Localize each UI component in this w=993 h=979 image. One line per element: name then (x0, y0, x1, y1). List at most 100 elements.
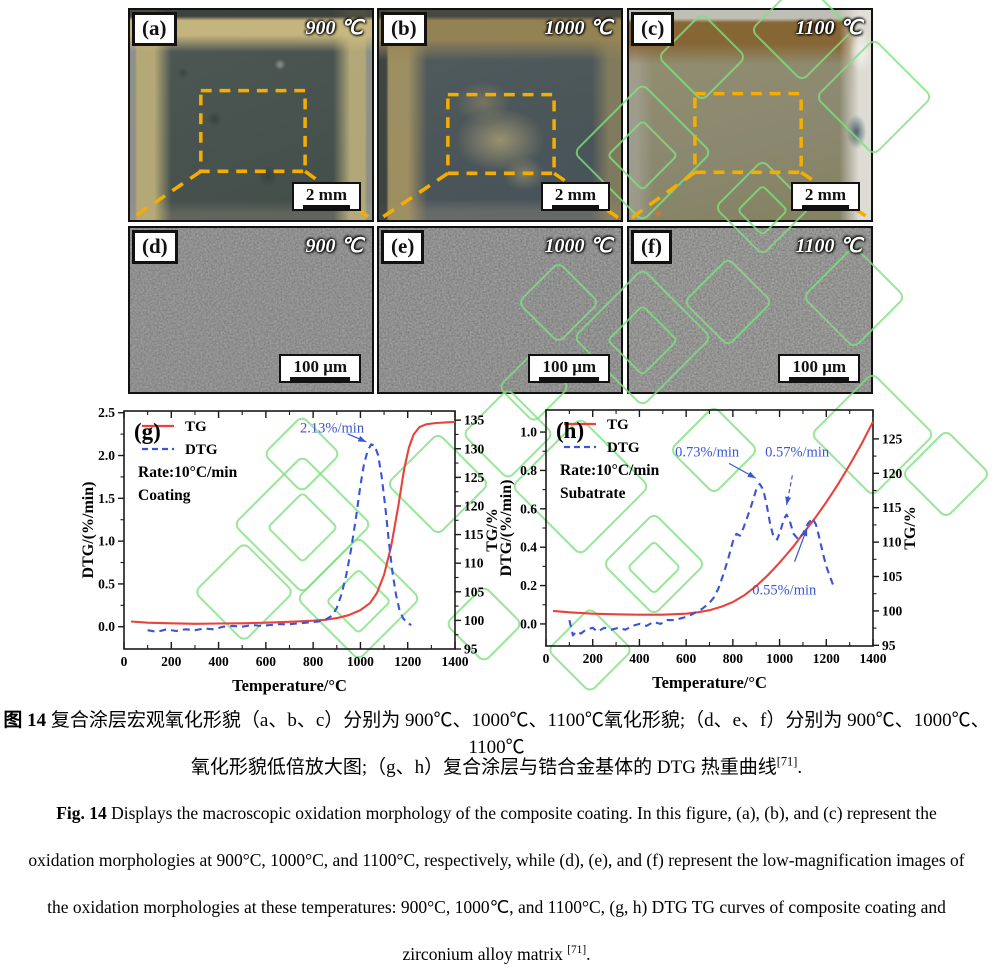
svg-text:0.0: 0.0 (520, 616, 537, 631)
svg-text:Subatrate: Subatrate (560, 485, 626, 502)
caption-cn-figure-label: 图 14 (3, 710, 47, 731)
svg-text:DTG: DTG (185, 442, 218, 458)
svg-text:DTG/(%/min): DTG/(%/min) (498, 480, 515, 577)
svg-text:1.0: 1.0 (98, 534, 115, 549)
scale-bar-label: 100 μm (539, 357, 599, 381)
svg-text:100: 100 (464, 613, 485, 628)
photo-panel-b: (b) 1000 ℃ 2 mm (377, 8, 623, 222)
svg-text:1.0: 1.0 (520, 425, 537, 440)
svg-text:2.13%/min: 2.13%/min (300, 420, 365, 436)
caption-en-text1: Displays the macroscopic oxidation morph… (106, 803, 937, 823)
svg-text:115: 115 (464, 527, 484, 542)
scale-bar: 100 μm (778, 354, 860, 383)
svg-text:Coating: Coating (138, 487, 191, 504)
temperature-label: 1000 ℃ (544, 17, 612, 39)
svg-text:135: 135 (464, 413, 485, 428)
caption-cn-tail: . (797, 757, 803, 778)
svg-text:TG: TG (185, 419, 207, 435)
caption-en-ref: [71] (567, 944, 587, 957)
svg-text:95: 95 (882, 638, 896, 653)
scale-bar: 2 mm (790, 182, 860, 211)
svg-text:1.5: 1.5 (98, 491, 115, 506)
series-dtg (568, 482, 835, 637)
svg-text:DTG/(%/min): DTG/(%/min) (80, 482, 97, 579)
series-tg (552, 421, 874, 616)
svg-text:110: 110 (464, 556, 484, 571)
svg-text:600: 600 (256, 654, 277, 669)
caption-en-text2: oxidation morphologies at 900°C, 1000°C,… (28, 850, 965, 870)
caption-cn-text2: 氧化形貌低倍放大图;（g、h）复合涂层与锆合金基体的 DTG 热重曲线 (190, 757, 777, 778)
temperature-label: 900 ℃ (305, 235, 363, 257)
magnifier-overlay (380, 92, 620, 220)
scale-bar: 100 μm (528, 354, 610, 383)
svg-text:2.0: 2.0 (98, 448, 115, 463)
panel-label: (c) (631, 12, 675, 46)
svg-text:TG/%: TG/% (484, 508, 501, 552)
svg-text:DTG: DTG (607, 440, 640, 456)
caption-cn-line1: 图 14 复合涂层宏观氧化形貌（a、b、c）分别为 900℃、1000℃、110… (0, 705, 993, 759)
svg-text:TG/%: TG/% (902, 506, 919, 550)
svg-text:Rate:10°C/min: Rate:10°C/min (138, 464, 238, 481)
temperature-label: 1100 ℃ (795, 17, 862, 39)
series-tg (131, 420, 456, 625)
panel-label: (b) (381, 12, 427, 46)
svg-text:120: 120 (882, 466, 903, 481)
svg-text:600: 600 (676, 651, 697, 666)
scale-bar-label: 2 mm (551, 185, 599, 209)
panel-label: (f) (631, 230, 672, 264)
temperature-label: 1100 ℃ (795, 235, 862, 257)
svg-text:2.5: 2.5 (98, 405, 115, 420)
temperature-label: 1000 ℃ (544, 235, 612, 257)
svg-text:105: 105 (464, 584, 485, 599)
svg-text:0.2: 0.2 (520, 578, 537, 593)
svg-text:200: 200 (161, 654, 182, 669)
caption-en-text4: zirconium alloy matrix (402, 944, 568, 964)
svg-text:120: 120 (464, 498, 485, 513)
svg-text:1200: 1200 (394, 654, 421, 669)
svg-text:400: 400 (208, 654, 229, 669)
panel-label: (d) (132, 230, 178, 264)
svg-text:0: 0 (543, 651, 550, 666)
svg-text:Temperature/°C: Temperature/°C (652, 673, 767, 692)
svg-text:Rate:10°C/min: Rate:10°C/min (560, 462, 660, 479)
svg-text:800: 800 (723, 651, 744, 666)
scale-bar-label: 2 mm (302, 185, 350, 209)
svg-text:0.6: 0.6 (520, 501, 537, 516)
caption-en-text3: the oxidation morphologies at these temp… (47, 897, 946, 917)
svg-text:0: 0 (121, 654, 128, 669)
chart-plot: 0 200 400 600 800 1000 1200 1400 0.0 0.5 1.0 1.5 2.0… (80, 405, 501, 695)
temperature-label: 900 ℃ (305, 17, 363, 39)
svg-text:TG: TG (607, 417, 629, 433)
caption-en-tail: . (586, 944, 591, 964)
caption-cn-text1: 复合涂层宏观氧化形貌（a、b、c）分别为 900℃、1000℃、1100℃氧化形… (46, 710, 990, 758)
svg-text:0.5: 0.5 (98, 576, 115, 591)
sem-noise-overlay (629, 228, 871, 392)
photo-panel-a: (a) 900 ℃ 2 mm (128, 8, 374, 222)
svg-text:(g): (g) (134, 419, 161, 444)
svg-text:100: 100 (882, 603, 903, 618)
caption-en-line3: the oxidation morphologies at these temp… (0, 897, 993, 918)
svg-text:(h): (h) (556, 418, 584, 443)
svg-text:0.55%/min: 0.55%/min (752, 582, 817, 598)
caption-en-line4: zirconium alloy matrix [71]. (0, 944, 993, 965)
svg-text:125: 125 (882, 431, 903, 446)
scale-bar: 2 mm (540, 182, 610, 211)
chart-h: 0 200 400 600 800 1000 1200 1400 0.0 0.2 0.4 0.6 0.8… (498, 396, 930, 698)
caption-en-figure-label: Fig. 14 (56, 803, 107, 823)
svg-text:400: 400 (629, 651, 650, 666)
series-dtg (147, 443, 412, 633)
sem-panel-e: (e) 1000 ℃ 100 μm (377, 226, 623, 394)
svg-text:0.73%/min: 0.73%/min (675, 444, 740, 460)
chart-g: 0 200 400 600 800 1000 1200 1400 0.0 0.5 1.0 1.5 2.0… (80, 396, 505, 698)
scale-bar-label: 100 μm (789, 357, 849, 381)
sem-panel-f: (f) 1100 ℃ 100 μm (627, 226, 873, 394)
svg-text:1000: 1000 (766, 651, 793, 666)
svg-text:1400: 1400 (860, 651, 887, 666)
panel-label: (e) (381, 230, 425, 264)
svg-text:0.57%/min: 0.57%/min (765, 444, 830, 460)
caption-cn-ref: [71] (776, 754, 798, 769)
scale-bar: 2 mm (291, 182, 361, 211)
chart-plot: 0 200 400 600 800 1000 1200 1400 0.0 0.2 0.4 0.6 0.8… (498, 409, 919, 692)
scale-bar-label: 2 mm (801, 185, 849, 209)
